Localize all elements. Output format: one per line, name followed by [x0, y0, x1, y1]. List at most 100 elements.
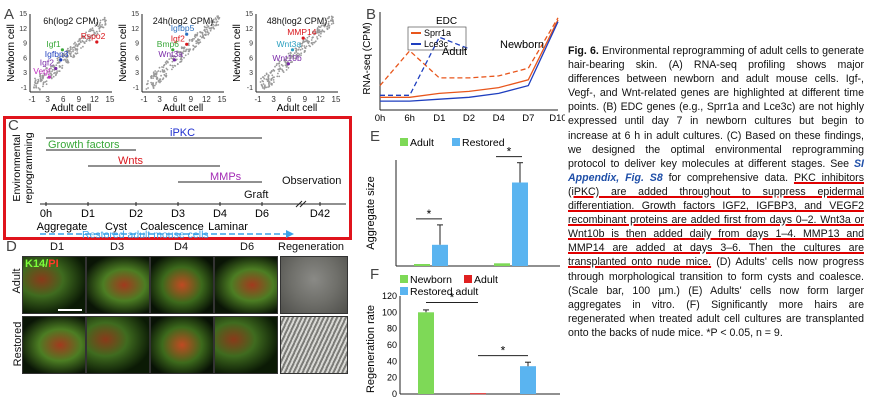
scatter-point — [42, 83, 45, 86]
scatter-point — [284, 58, 287, 61]
scatter-point — [53, 72, 55, 75]
scatter-point — [35, 86, 38, 88]
scatter-point — [331, 17, 333, 19]
scatter-point — [56, 70, 58, 72]
timeline-ylabel-2: reprogramming — [23, 132, 35, 203]
factor-label: MMPs — [210, 171, 242, 183]
scatter-x-tick: 12 — [316, 95, 325, 104]
bar-f-adult — [470, 393, 486, 395]
scatter-point — [196, 32, 199, 34]
scatter-point — [168, 58, 171, 60]
scatter-point — [100, 25, 102, 28]
si-appendix-link[interactable]: SI Appendix, Fig. S8 — [568, 157, 864, 184]
scatter-point — [37, 87, 40, 89]
scatter-point — [266, 80, 269, 83]
scatter-point — [67, 60, 69, 62]
scatter-point — [210, 26, 213, 29]
scatter-point — [82, 45, 84, 48]
scatter-point — [95, 30, 98, 33]
panel-f-bar-chart: Regeneration rate 0 20 40 60 80 100 120 Newborn A… — [365, 274, 560, 399]
scatter-point — [282, 65, 284, 67]
scatter-y-tick: 12 — [19, 26, 27, 33]
scatter-point — [326, 25, 328, 28]
bar-e-legend-swatch — [452, 138, 460, 146]
scatter-point — [97, 25, 100, 28]
scatter-xlabel: Adult cell — [277, 103, 318, 114]
scatter-point — [146, 82, 149, 85]
scatter-x-tick: 3 — [271, 95, 276, 104]
scatter-point — [103, 16, 106, 19]
legend-label-lce3c: Lce3c — [424, 39, 449, 49]
scatter-x-tick: 6 — [173, 95, 178, 104]
scatter-point — [193, 46, 196, 48]
scatter-point — [44, 73, 46, 76]
scatter-point — [69, 52, 72, 55]
scatter-point — [215, 18, 218, 21]
scatter-point — [199, 35, 202, 38]
scatter-point — [171, 64, 174, 67]
scatter-point — [151, 84, 154, 87]
scatter-point — [73, 43, 75, 45]
scatter-point — [312, 41, 314, 44]
scatter-point — [310, 39, 313, 41]
gene-point — [54, 66, 58, 71]
bar-f-restored-adult — [520, 366, 536, 394]
scatter-point — [206, 24, 209, 26]
gene-label: MMP14 — [287, 27, 317, 37]
scatter-point — [297, 48, 300, 51]
scatter-point — [195, 45, 198, 48]
scatter-point — [72, 49, 74, 51]
scatter-point — [179, 58, 182, 61]
stain-k14: K14/ — [25, 258, 49, 270]
scatter-point — [321, 29, 324, 32]
bar-f-legend-swatch — [400, 287, 408, 295]
bar-f-legend-swatch — [464, 275, 472, 283]
scatter-x-tick: 15 — [106, 95, 115, 104]
scatter-point — [155, 77, 158, 80]
scatter-point — [62, 59, 65, 61]
scatter-point — [187, 42, 190, 45]
bar-f-legend-label: Restored adult — [410, 286, 478, 298]
scatter-title: 48h(log2 CPM) — [267, 16, 328, 26]
scatter-y-tick: 15 — [131, 11, 139, 18]
scatter-point — [281, 68, 283, 71]
bar-f-legend-label: Adult — [474, 274, 498, 286]
scatter-point — [58, 70, 61, 72]
scatter-point — [271, 70, 273, 72]
scatter-point — [323, 30, 326, 33]
scatter-plot-2: 24h(log2 CPM) Newborn cell Adult cell -1-1 3… — [118, 11, 227, 114]
scatter-point — [332, 22, 335, 25]
scatter-point — [166, 68, 169, 71]
scatter-point — [279, 60, 281, 63]
scatter-point — [99, 19, 102, 22]
scatter-point — [180, 47, 183, 50]
scatter-point — [287, 66, 290, 69]
bar-e-D2-Adult — [494, 263, 510, 266]
scatter-y-tick: 15 — [245, 11, 253, 18]
scatter-point — [155, 81, 158, 84]
bar-e-D1-Restored — [432, 244, 448, 266]
scatter-point — [89, 30, 92, 32]
scatter-point — [180, 46, 183, 48]
scatter-point — [55, 64, 58, 66]
caption-title-text: Environmental reprogramming of adult cel… — [568, 45, 864, 72]
scatter-point — [291, 61, 293, 63]
scatter-point — [43, 69, 45, 72]
scatter-point — [33, 84, 36, 86]
scatter-point — [278, 70, 281, 72]
scatter-point — [328, 26, 331, 29]
scatter-point — [310, 42, 313, 44]
scatter-point — [265, 73, 268, 76]
scatter-point — [183, 56, 185, 59]
scatter-point — [51, 68, 54, 71]
scatter-point — [318, 34, 320, 37]
scatter-point — [52, 75, 55, 78]
scatter-point — [103, 18, 106, 21]
line-x-tick: 6h — [404, 113, 415, 124]
scatter-x-tick: 15 — [218, 95, 227, 104]
scatter-point — [155, 83, 157, 85]
scatter-point — [158, 78, 161, 81]
scatter-point — [217, 24, 220, 26]
timepoint-label: 0h — [40, 208, 52, 220]
